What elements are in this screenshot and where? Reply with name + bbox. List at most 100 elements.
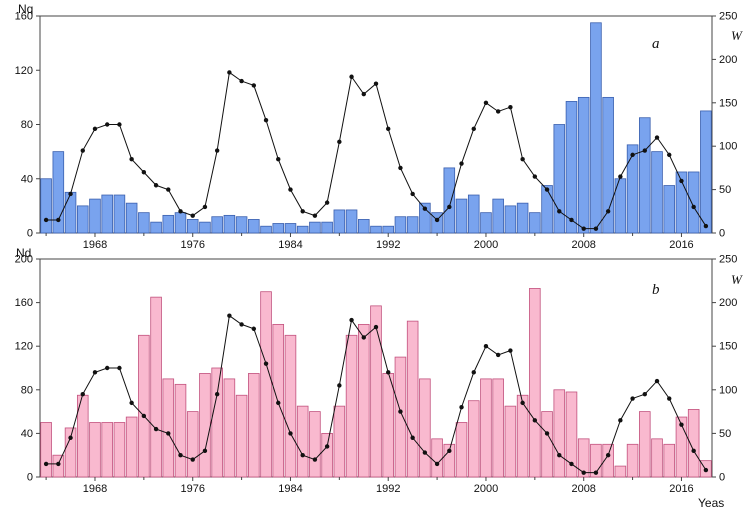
line-marker [288, 431, 293, 436]
bar [186, 411, 199, 478]
bar [235, 394, 248, 478]
line-marker [373, 81, 379, 86]
line-marker [129, 157, 134, 162]
line-marker [68, 435, 73, 440]
bar [162, 214, 175, 234]
line-marker [410, 191, 415, 197]
line-marker [166, 187, 171, 192]
line-marker [263, 361, 269, 366]
line-marker [80, 391, 85, 397]
bar [516, 202, 529, 234]
line-marker [288, 187, 293, 192]
line-marker [43, 461, 49, 467]
line-marker [410, 435, 415, 440]
line-marker [434, 217, 440, 223]
bar [614, 465, 627, 478]
bar [321, 432, 333, 478]
line-marker [532, 174, 538, 179]
line-marker [361, 91, 366, 97]
bar [394, 216, 407, 234]
bar [174, 383, 187, 478]
bar [211, 367, 223, 478]
left-tick-label: 0 [27, 228, 33, 240]
line-marker [43, 217, 49, 223]
bar [174, 212, 187, 234]
line-marker [312, 213, 318, 218]
line-markers [43, 70, 709, 231]
bar [40, 422, 52, 478]
bar [333, 405, 346, 478]
bar [162, 378, 175, 478]
line-marker [227, 313, 232, 318]
bar [40, 178, 52, 234]
bar [64, 427, 77, 478]
bar [406, 320, 419, 478]
left-tick-label: 40 [21, 173, 33, 185]
bar [125, 416, 138, 478]
line-marker [324, 444, 330, 449]
bar [76, 205, 89, 234]
bar [260, 291, 272, 478]
x-tick-label: 1968 [83, 483, 107, 495]
bar [382, 373, 394, 478]
bar [626, 443, 639, 478]
line-marker [679, 178, 684, 184]
bar [687, 409, 700, 478]
right-tick-label: 250 [719, 11, 737, 23]
bar [223, 378, 236, 478]
left-tick-label: 40 [21, 428, 33, 440]
line-marker [141, 413, 147, 419]
line-marker [667, 396, 672, 401]
line-marker [300, 209, 305, 214]
line-marker [422, 450, 428, 455]
left-tick-label: 120 [15, 341, 33, 353]
line-marker [190, 457, 195, 462]
bar [602, 96, 614, 234]
line-marker [581, 226, 586, 231]
right-axis-label-a: W [731, 28, 742, 43]
right-tick-label: 0 [719, 472, 725, 484]
line-marker [642, 148, 647, 153]
bar [52, 151, 65, 234]
left-axis-label-b: Nd [16, 246, 32, 260]
bar [138, 212, 150, 234]
x-tick-label: 1976 [180, 483, 204, 495]
bar [321, 221, 333, 234]
bar [150, 296, 162, 478]
bar [345, 334, 358, 478]
line-marker [495, 352, 501, 358]
line-marker [593, 226, 599, 231]
line-marker [312, 457, 318, 462]
line-marker [483, 100, 489, 106]
bar [480, 212, 492, 234]
bar [248, 219, 260, 234]
bar [394, 356, 407, 478]
bar [663, 185, 676, 234]
line-marker [630, 152, 635, 158]
left-axis-label-a: Nq [18, 2, 34, 16]
bar [553, 389, 566, 478]
bar [101, 422, 113, 478]
right-tick-label: 50 [719, 184, 731, 196]
line-marker [447, 204, 452, 210]
line-marker [190, 213, 195, 218]
bar [687, 171, 700, 234]
bar [639, 411, 651, 478]
left-tick-label: 0 [27, 472, 33, 484]
line-marker [459, 405, 464, 410]
line-marker [434, 461, 440, 467]
bar [651, 151, 663, 234]
line-marker [251, 83, 257, 88]
line-marker [251, 326, 257, 331]
line-marker [178, 209, 183, 214]
line-marker [386, 126, 391, 132]
right-tick-label: 100 [719, 384, 737, 396]
bar [138, 334, 150, 478]
line-marker [398, 165, 403, 171]
right-tick-label: 100 [719, 141, 737, 153]
bar [492, 378, 504, 478]
line-marker [214, 148, 220, 153]
bar [309, 411, 321, 478]
